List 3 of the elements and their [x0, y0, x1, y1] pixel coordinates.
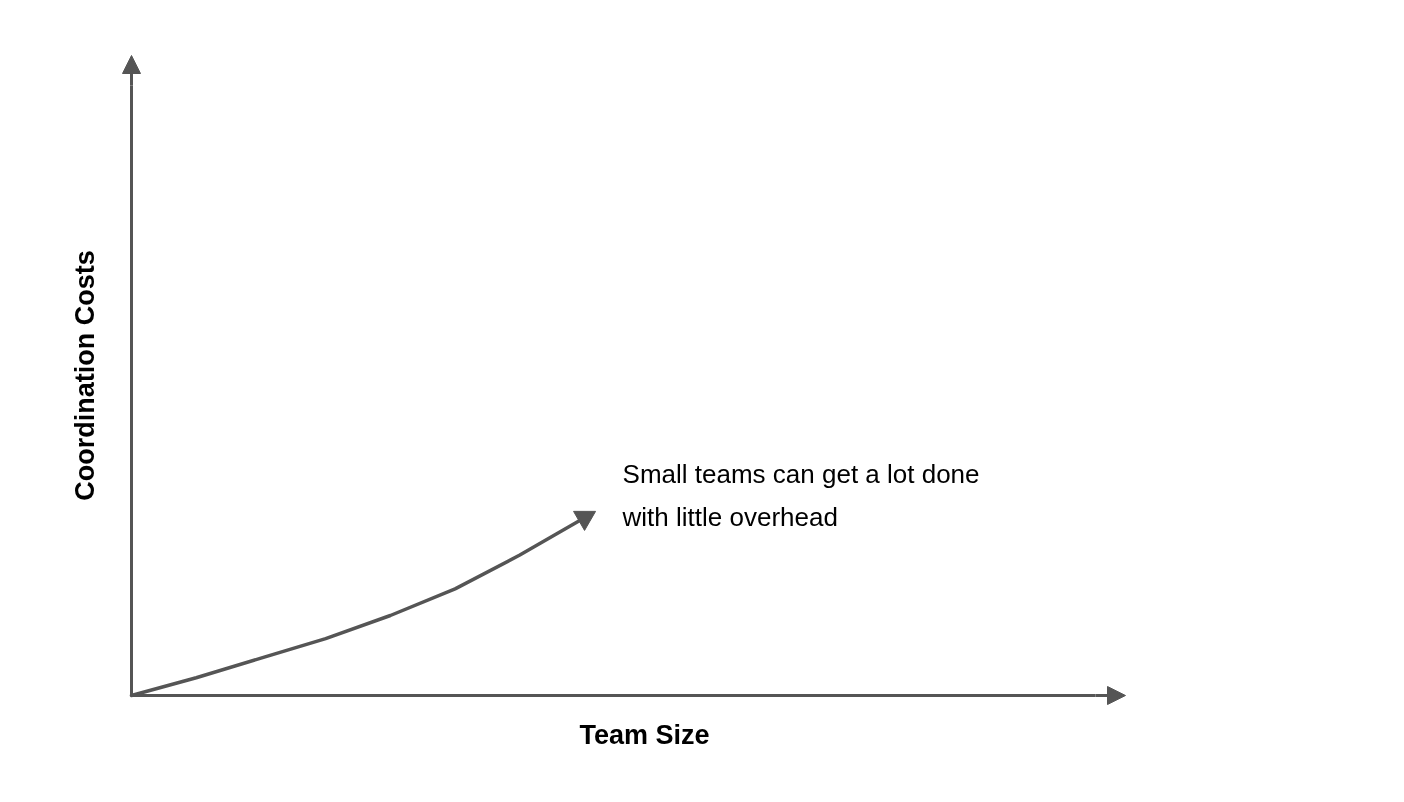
y-axis-title: Coordination Costs — [69, 250, 100, 501]
x-axis-title: Team Size — [579, 719, 710, 750]
text: Small teams can get a lot done with little overhead — [621, 458, 980, 533]
